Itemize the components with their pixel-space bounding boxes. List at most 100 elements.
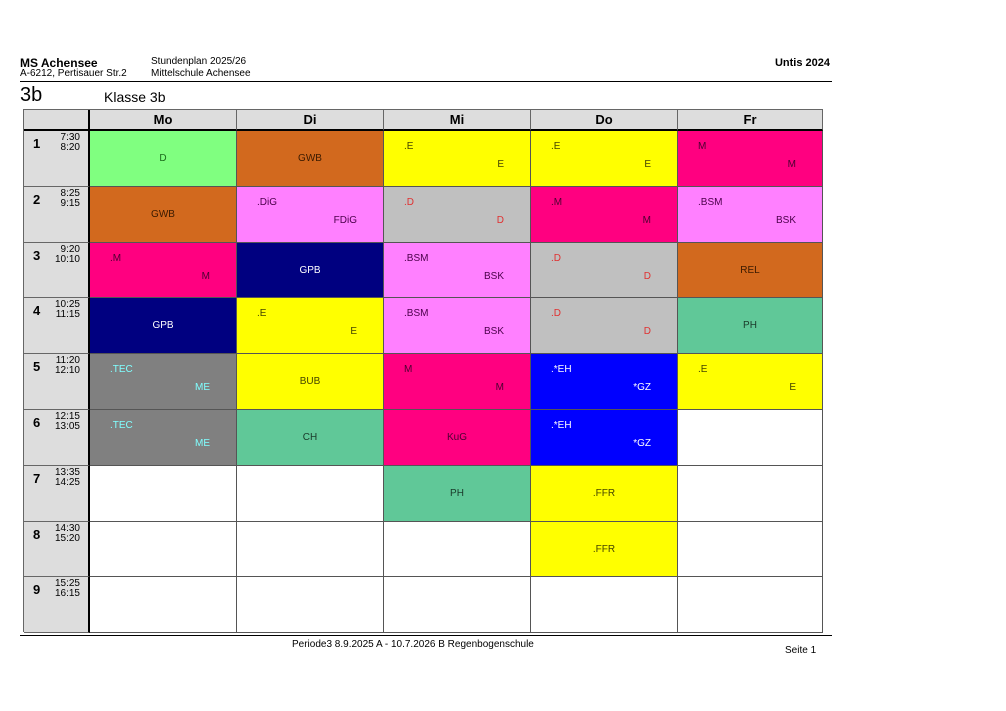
lesson-cell[interactable] [384, 521, 531, 578]
start-time: 7:30 [60, 132, 80, 143]
lesson-cell[interactable]: .D D [531, 298, 678, 355]
lesson-cell[interactable]: .*EH *GZ [531, 410, 678, 466]
lesson-cell[interactable]: .E E [531, 131, 678, 187]
subject-label: .M [110, 252, 122, 264]
subject-label: M [698, 141, 707, 152]
day-header-mo: Mo [90, 110, 237, 131]
lesson-cell[interactable] [531, 577, 678, 634]
end-time: 12:10 [54, 365, 80, 377]
period-number: 2 [33, 191, 41, 207]
lesson-cell[interactable]: PH [384, 465, 531, 522]
lesson-cell[interactable] [90, 521, 237, 578]
lesson-cell[interactable]: .FFR [531, 521, 678, 578]
lesson-cell[interactable] [237, 521, 384, 578]
timetable-grid: Mo Di Mi Do Fr 1 7:30 8:20 D GWB .E E .E E M M 2 8:25 9:15… [23, 109, 823, 634]
lesson-cell[interactable] [237, 465, 384, 522]
end-time: 10:10 [54, 253, 80, 265]
lesson-cell[interactable]: .BSM BSK [384, 242, 531, 299]
lesson-cell[interactable] [678, 410, 823, 466]
lesson-cell[interactable]: GPB [90, 298, 237, 355]
subject-label: .BSM [698, 196, 723, 208]
subject-label: .DiG [257, 196, 277, 208]
subject-label: .FFR [592, 487, 616, 499]
period-time: 11:20 12:10 [54, 356, 80, 376]
lesson-cell[interactable] [678, 465, 823, 522]
lesson-cell[interactable]: GWB [90, 186, 237, 243]
teacher-label: D [496, 214, 504, 226]
teacher-label: M [787, 159, 796, 170]
lesson-cell[interactable] [384, 577, 531, 634]
day-header-mi: Mi [384, 110, 531, 131]
start-time: 11:20 [55, 355, 80, 367]
period-4: 4 10:25 11:15 [24, 298, 90, 355]
lesson-cell[interactable]: GPB [237, 242, 384, 299]
subject-label: BUB [299, 376, 321, 388]
period-time: 7:30 8:20 [54, 133, 80, 153]
end-time: 14:25 [54, 476, 80, 488]
period-time: 15:25 16:15 [54, 579, 80, 599]
footer-divider [20, 635, 832, 636]
lesson-cell[interactable] [678, 577, 823, 634]
school-type: Mittelschule Achensee [151, 68, 251, 79]
end-time: 8:20 [60, 142, 80, 153]
start-time: 15:25 [54, 578, 80, 590]
lesson-cell[interactable]: .DiG FDiG [237, 186, 384, 243]
period-time: 10:25 11:15 [54, 300, 80, 320]
period-7: 7 13:35 14:25 [24, 465, 90, 522]
lesson-cell[interactable] [678, 521, 823, 578]
lesson-cell[interactable] [237, 577, 384, 634]
school-address: A-6212, Pertisauer Str.2 [20, 68, 127, 79]
lesson-cell[interactable]: REL [678, 242, 823, 299]
period-time: 14:30 15:20 [54, 523, 80, 544]
lesson-cell[interactable]: .M M [531, 186, 678, 243]
lesson-cell[interactable]: .TEC ME [90, 410, 237, 466]
teacher-label: FDiG [333, 214, 357, 226]
subject-label: CH [302, 432, 318, 443]
lesson-cell[interactable]: .BSM BSK [384, 298, 531, 355]
teacher-label: E [350, 326, 357, 338]
lesson-cell[interactable]: .BSM BSK [678, 186, 823, 243]
lesson-cell[interactable]: .FFR [531, 465, 678, 522]
subject-label: .*EH [551, 420, 572, 431]
teacher-label: ME [195, 382, 210, 394]
lesson-cell[interactable] [90, 465, 237, 522]
lesson-cell[interactable]: .*EH *GZ [531, 354, 678, 410]
end-time: 13:05 [54, 421, 80, 432]
lesson-cell[interactable]: .E E [678, 354, 823, 410]
lesson-cell[interactable]: .E E [237, 298, 384, 355]
lesson-cell[interactable]: GWB [237, 131, 384, 187]
period-time: 9:20 10:10 [54, 244, 80, 265]
teacher-label: E [497, 159, 504, 170]
teacher-label: ME [195, 438, 210, 449]
subject-label: .*EH [551, 364, 572, 376]
period-time: 8:25 9:15 [54, 188, 80, 209]
lesson-cell[interactable]: .TEC ME [90, 354, 237, 410]
lesson-cell[interactable]: KuG [384, 410, 531, 466]
end-time: 9:15 [60, 197, 80, 209]
period-info: Periode3 8.9.2025 A - 10.7.2026 B Regenb… [292, 639, 534, 650]
subject-label: .TEC [110, 364, 133, 376]
teacher-label: M [201, 270, 210, 282]
subject-label: .BSM [404, 252, 429, 264]
subject-label: GPB [299, 264, 321, 276]
period-5: 5 11:20 12:10 [24, 354, 90, 410]
lesson-cell[interactable]: .D D [384, 186, 531, 243]
class-title: Klasse 3b [104, 89, 166, 105]
lesson-cell[interactable]: D [90, 131, 237, 187]
lesson-cell[interactable]: PH [678, 298, 823, 355]
lesson-cell[interactable]: BUB [237, 354, 384, 410]
subject-label: .E [404, 141, 414, 152]
lesson-cell[interactable]: .E E [384, 131, 531, 187]
period-time: 12:15 13:05 [54, 412, 80, 432]
subject-label: PH [743, 320, 757, 332]
lesson-cell[interactable]: CH [237, 410, 384, 466]
header-corner [24, 110, 90, 131]
lesson-cell[interactable] [90, 577, 237, 634]
lesson-cell[interactable]: .M M [90, 242, 237, 299]
lesson-cell[interactable]: .D D [531, 242, 678, 299]
teacher-label: E [789, 382, 796, 394]
period-3: 3 9:20 10:10 [24, 242, 90, 299]
period-number: 5 [33, 359, 41, 375]
